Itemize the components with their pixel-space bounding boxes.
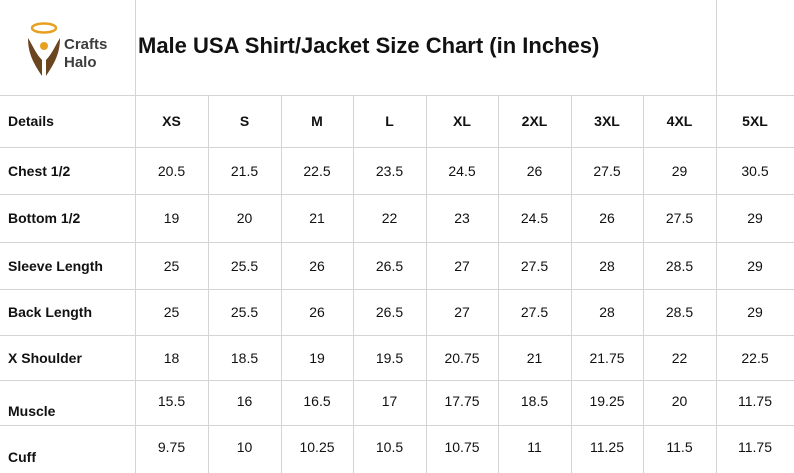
column-header: 3XL <box>594 113 620 129</box>
cell-value: 21.75 <box>589 349 625 366</box>
cell-value: 28.5 <box>665 257 694 274</box>
cell-value: 22 <box>381 210 398 226</box>
column-header: 2XL <box>521 113 548 129</box>
cell-value: 10.75 <box>444 439 480 455</box>
cell-value: 23 <box>454 210 470 226</box>
title: Male USA Shirt/Jacket Size Chart (in Inc… <box>138 33 600 58</box>
cell-value: 29 <box>671 162 688 179</box>
column-header: L <box>385 113 394 129</box>
cell-value: 11.5 <box>666 439 693 455</box>
column-header: M <box>311 113 323 129</box>
row-label: Bottom 1/2 <box>8 210 81 226</box>
cell-value: 10 <box>236 439 253 455</box>
cell-value: 18.5 <box>520 392 549 409</box>
cell-value: 27.5 <box>593 162 621 179</box>
cell-value: 26 <box>309 304 325 320</box>
cell-value: 20.75 <box>444 349 480 366</box>
cell-value: 25 <box>163 257 180 274</box>
column-header: XL <box>453 113 471 129</box>
cell-value: 11 <box>527 439 542 455</box>
cell-value: 10.5 <box>375 439 404 455</box>
cell-value: 25.5 <box>230 304 259 320</box>
logo-text: Crafts <box>64 36 108 53</box>
logo-text: Halo <box>64 54 97 71</box>
cell-value: 24.5 <box>448 162 476 179</box>
cell-value: 17 <box>381 392 398 409</box>
cell-value: 16 <box>236 392 253 409</box>
column-header: XS <box>162 113 181 129</box>
cell-value: 11.75 <box>738 439 772 455</box>
cell-value: 20 <box>671 392 688 409</box>
row-label: Sleeve Length <box>8 257 103 274</box>
cell-value: 27 <box>454 304 470 320</box>
cell-value: 11.75 <box>738 392 772 409</box>
cell-value: 29 <box>747 210 763 226</box>
cell-value: 15.5 <box>157 392 186 409</box>
cell-value: 11.25 <box>590 439 624 455</box>
cell-value: 26 <box>526 162 543 179</box>
cell-value: 9.75 <box>157 439 186 455</box>
cell-value: 18.5 <box>230 349 259 366</box>
cell-value: 29 <box>747 304 763 320</box>
cell-value: 17.75 <box>444 392 480 409</box>
row-label: X Shoulder <box>8 349 82 366</box>
cell-value: 28.5 <box>665 304 694 320</box>
cell-value: 21.5 <box>230 162 259 179</box>
row-label: Chest 1/2 <box>8 162 71 179</box>
column-header: S <box>239 113 250 129</box>
cell-value: 30.5 <box>741 162 769 179</box>
cell-value: 26.5 <box>375 304 404 320</box>
cell-value: 18 <box>163 349 180 366</box>
cell-value: 23.5 <box>375 162 404 179</box>
cell-value: 27.5 <box>520 257 549 274</box>
column-header: 5XL <box>742 113 768 129</box>
cell-value: 25 <box>163 304 180 320</box>
cell-value: 26 <box>599 210 615 226</box>
cell-value: 19 <box>163 210 180 226</box>
row-label: Back Length <box>8 304 93 320</box>
cell-value: 21 <box>309 210 325 226</box>
cell-value: 10.25 <box>299 439 335 455</box>
logo-icon <box>28 22 60 76</box>
cell-value: 19 <box>309 349 325 366</box>
cell-value: 22.5 <box>303 162 331 179</box>
cell-value: 27.5 <box>665 210 694 226</box>
cell-value: 27.5 <box>520 304 549 320</box>
cell-value: 24.5 <box>520 210 549 226</box>
cell-value: 28 <box>599 257 615 274</box>
cell-value: 26 <box>309 257 325 274</box>
cell-value: 21 <box>526 349 543 366</box>
cell-value: 29 <box>747 257 763 274</box>
cell-value: 20.5 <box>157 162 186 179</box>
cell-value: 20 <box>236 210 253 226</box>
cell-value: 26.5 <box>375 257 404 274</box>
cell-value: 22 <box>671 349 688 366</box>
row-label: Details <box>8 113 54 129</box>
cell-value: 27 <box>454 257 470 274</box>
cell-value: 22.5 <box>741 349 769 366</box>
column-header: 4XL <box>666 113 693 129</box>
cell-value: 19.5 <box>375 349 404 366</box>
row-label: Cuff <box>8 449 36 465</box>
row-label: Muscle <box>8 402 56 419</box>
cell-value: 16.5 <box>303 392 331 409</box>
cell-value: 19.25 <box>589 392 625 409</box>
cell-value: 25.5 <box>230 257 259 274</box>
cell-value: 28 <box>599 304 615 320</box>
